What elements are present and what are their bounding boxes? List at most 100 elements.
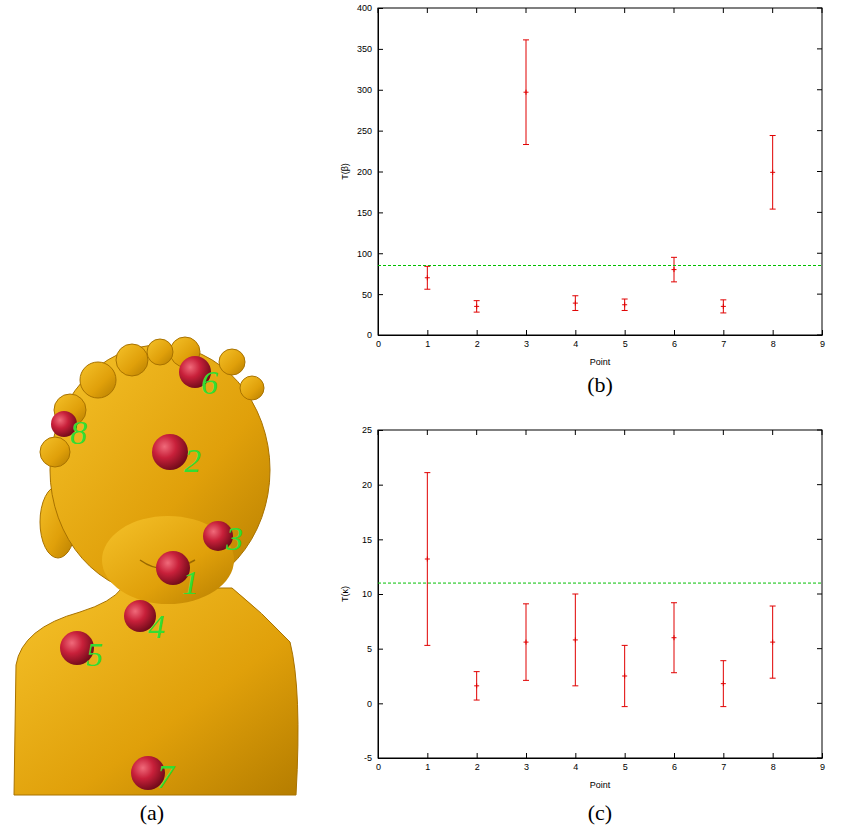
y-tick-mark-mirror bbox=[817, 8, 822, 9]
error-bar bbox=[424, 473, 430, 646]
x-tick-label: 8 bbox=[771, 762, 776, 772]
bust-curl bbox=[116, 344, 148, 376]
data-point bbox=[524, 90, 529, 95]
point-label: 2 bbox=[184, 442, 201, 479]
y-tick-mark bbox=[378, 90, 383, 91]
error-bar bbox=[720, 300, 726, 313]
x-tick: 4 bbox=[573, 330, 578, 349]
x-tick: 2 bbox=[475, 330, 480, 349]
y-tick-mark bbox=[378, 294, 383, 295]
y-tick-label: 350 bbox=[357, 44, 372, 54]
error-bar bbox=[474, 672, 480, 700]
y-tick-label: 100 bbox=[357, 249, 372, 259]
error-bar bbox=[671, 257, 677, 282]
y-tick-mark-mirror bbox=[817, 212, 822, 213]
x-tick: 7 bbox=[721, 330, 726, 349]
data-point bbox=[524, 640, 529, 645]
x-tick-label: 0 bbox=[376, 339, 381, 349]
point-label: 8 bbox=[70, 414, 87, 451]
x-tick: 8 bbox=[771, 753, 776, 772]
point-label: 4 bbox=[148, 608, 165, 645]
x-tick: 3 bbox=[524, 753, 529, 772]
y-tick-mark bbox=[378, 758, 383, 759]
x-tick-mark-mirror bbox=[822, 8, 823, 13]
bust-curl bbox=[147, 339, 173, 365]
x-axis-line bbox=[379, 335, 823, 336]
y-tick-label: -5 bbox=[364, 753, 372, 763]
x-tick-label: 2 bbox=[475, 762, 480, 772]
x-tick-mark bbox=[674, 330, 675, 335]
y-tick-mark-mirror bbox=[817, 703, 822, 704]
x-tick-mark-mirror bbox=[772, 8, 773, 13]
error-bar bbox=[523, 604, 529, 681]
x-tick-mark bbox=[427, 753, 428, 758]
y-tick: 15 bbox=[362, 535, 383, 545]
x-tick-label: 1 bbox=[425, 339, 430, 349]
point-label: 6 bbox=[201, 364, 218, 401]
y-axis-title: T(κ) bbox=[340, 586, 350, 602]
x-tick-mark bbox=[773, 753, 774, 758]
x-tick-mark bbox=[575, 753, 576, 758]
x-tick-label: 4 bbox=[573, 762, 578, 772]
y-tick: 300 bbox=[357, 85, 383, 95]
x-tick-mark-mirror bbox=[476, 430, 477, 435]
y-tick-label: 250 bbox=[357, 126, 372, 136]
x-tick-mark bbox=[477, 330, 478, 335]
y-tick-mark bbox=[378, 703, 383, 704]
y-tick: 150 bbox=[357, 208, 383, 218]
error-bar bbox=[523, 40, 529, 145]
y-tick-mark-mirror bbox=[817, 253, 822, 254]
y-tick: 200 bbox=[357, 167, 383, 177]
x-tick-mark bbox=[477, 753, 478, 758]
y-tick-mark bbox=[378, 253, 383, 254]
data-point bbox=[770, 170, 775, 175]
y-tick-mark-mirror bbox=[817, 335, 822, 336]
y-tick-mark bbox=[378, 335, 383, 336]
x-tick-label: 5 bbox=[623, 339, 628, 349]
x-axis: 0123456789 bbox=[376, 330, 825, 349]
y-tick-mark bbox=[378, 594, 383, 595]
x-tick: 7 bbox=[721, 753, 726, 772]
y-tick: 100 bbox=[357, 249, 383, 259]
y-axis-title: T(β) bbox=[340, 163, 350, 180]
panel-label: (c) bbox=[588, 800, 612, 825]
error-bar bbox=[770, 606, 776, 678]
data-point bbox=[573, 637, 578, 642]
x-tick-mark-mirror bbox=[772, 430, 773, 435]
bust-chin bbox=[102, 516, 234, 604]
x-tick: 8 bbox=[771, 330, 776, 349]
x-tick-mark-mirror bbox=[624, 8, 625, 13]
x-tick-label: 6 bbox=[672, 339, 677, 349]
x-tick-mark-mirror bbox=[674, 8, 675, 13]
x-tick-mark-mirror bbox=[378, 8, 379, 13]
panel-label: (b) bbox=[587, 372, 613, 397]
x-tick-mark-mirror bbox=[526, 430, 527, 435]
y-tick-label: 25 bbox=[362, 425, 372, 435]
x-tick: 1 bbox=[425, 330, 430, 349]
y-tick: 250 bbox=[357, 126, 383, 136]
y-tick-label: 0 bbox=[367, 330, 372, 340]
x-tick-mark bbox=[526, 753, 527, 758]
y-tick-label: 20 bbox=[362, 480, 372, 490]
x-tick: 6 bbox=[672, 330, 677, 349]
y-tick-label: 0 bbox=[367, 699, 372, 709]
x-tick-mark bbox=[625, 753, 626, 758]
x-tick-label: 3 bbox=[524, 339, 529, 349]
bust-curl bbox=[240, 376, 264, 400]
x-axis-title: Point bbox=[590, 780, 611, 790]
y-tick-mark-mirror bbox=[817, 758, 822, 759]
y-tick-label: 400 bbox=[357, 3, 372, 13]
x-tick-label: 0 bbox=[376, 762, 381, 772]
figure: 12345678(a)01234567890501001502002503003… bbox=[0, 0, 842, 832]
point-label: 3 bbox=[225, 520, 243, 557]
y-tick-label: 15 bbox=[362, 535, 372, 545]
plot-frame bbox=[378, 8, 822, 335]
x-tick-mark-mirror bbox=[526, 8, 527, 13]
x-tick-mark bbox=[822, 753, 823, 758]
y-tick-mark-mirror bbox=[817, 430, 822, 431]
chart-panel: 0123456789050100150200250300350400PointT… bbox=[340, 3, 825, 397]
x-tick: 2 bbox=[475, 753, 480, 772]
x-tick: 3 bbox=[524, 330, 529, 349]
x-tick-mark-mirror bbox=[476, 8, 477, 13]
x-tick-mark bbox=[674, 753, 675, 758]
